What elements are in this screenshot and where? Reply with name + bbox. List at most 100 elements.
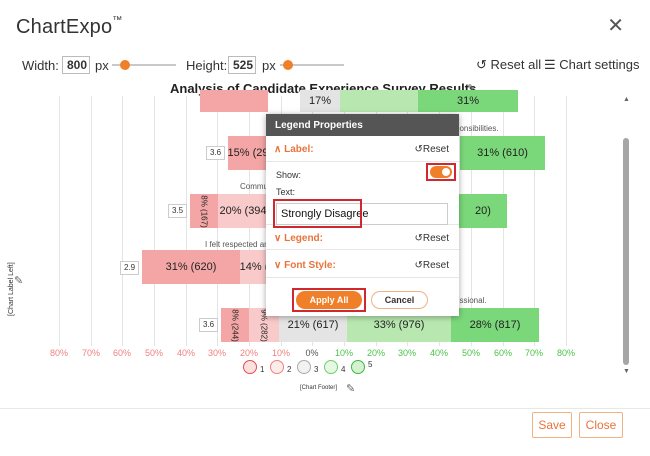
bar-segment[interactable]: 15% (29 [228, 136, 268, 170]
axis-tick-label: 0% [305, 348, 319, 358]
edit-left-label-icon[interactable]: ✎ [14, 275, 24, 287]
axis-tick-label: 40% [176, 348, 196, 358]
bar-segment[interactable]: 17% [300, 90, 340, 112]
save-button[interactable]: Save [532, 412, 572, 438]
question-text: Commu [240, 182, 269, 191]
font-style-section-header[interactable]: ∨ Font Style: ↺Reset [266, 252, 459, 278]
scroll-down-icon[interactable]: ▼ [623, 368, 630, 375]
chevron-up-icon: ∧ [274, 144, 282, 155]
show-label: Show: [276, 170, 302, 180]
score-box: 3.5 [168, 204, 188, 218]
chart-footer[interactable]: [Chart Footer] [300, 385, 338, 391]
axis-tick-label: 10% [334, 348, 354, 358]
refresh-icon: ↺ [414, 260, 423, 271]
bar-segment[interactable]: 20% (394 [218, 194, 268, 228]
width-unit: px [95, 58, 109, 73]
vertical-scrollbar[interactable]: ▲ ▼ [622, 96, 630, 376]
toolbar: Width: 800 px Height: 525 px ↺ Reset all… [0, 52, 650, 78]
axis-tick-label: 50% [461, 348, 481, 358]
label-reset-button[interactable]: ↺Reset [414, 144, 449, 155]
bar-segment[interactable] [340, 90, 418, 112]
bar-segment[interactable]: 14% ( [240, 250, 268, 284]
width-input[interactable]: 800 [62, 56, 90, 74]
axis-tick-label: 80% [49, 348, 69, 358]
bar-segment[interactable]: 28% (817) [451, 308, 539, 342]
width-label: Width: [22, 58, 59, 73]
close-icon[interactable]: ✕ [607, 15, 624, 37]
axis-tick-label: 60% [112, 348, 132, 358]
chevron-down-icon: ∨ [274, 260, 282, 271]
happy-face-icon[interactable] [324, 360, 338, 374]
height-label: Height: [186, 58, 228, 73]
scrollbar-thumb[interactable] [623, 138, 629, 365]
apply-button-highlight [292, 288, 366, 312]
axis-tick-label: 80% [556, 348, 576, 358]
panel-title: Legend Properties [266, 114, 459, 136]
gridline [534, 96, 535, 346]
toggle-highlight [426, 163, 456, 181]
label-section-header[interactable]: ∧ Label: ↺Reset [266, 136, 459, 162]
cancel-button[interactable]: Cancel [371, 291, 428, 309]
edit-title-icon[interactable]: ✎ [467, 83, 477, 95]
legend-number: 2 [287, 365, 292, 374]
legend-number: 5 [368, 360, 373, 369]
bar-segment[interactable]: 31% [418, 90, 518, 112]
show-toggle[interactable] [430, 166, 452, 178]
bar-segment[interactable]: 8% (244) [221, 308, 249, 342]
bar-segment[interactable]: 20) [459, 194, 507, 228]
legend-reset-button[interactable]: ↺Reset [414, 233, 449, 244]
bar-segment[interactable]: 8% (167) [190, 194, 218, 228]
chart-settings-button[interactable]: ☰ Chart settings [544, 57, 639, 73]
bar-segment[interactable]: 31% (620) [142, 250, 240, 284]
neutral-face-icon[interactable] [297, 360, 311, 374]
footer-divider [0, 408, 650, 409]
very-happy-face-icon[interactable] [351, 360, 365, 374]
font-style-reset-button[interactable]: ↺Reset [414, 260, 449, 271]
axis-tick-label: 20% [366, 348, 386, 358]
reset-all-button[interactable]: ↺ Reset all [476, 57, 541, 73]
height-slider-knob[interactable] [283, 60, 293, 70]
sad-face-icon[interactable] [270, 360, 284, 374]
legend-number: 1 [260, 365, 265, 374]
legend-number: 3 [314, 365, 319, 374]
width-slider-knob[interactable] [120, 60, 130, 70]
header: ChartExpo™ ✕ [0, 0, 650, 52]
score-box: 3.6 [206, 146, 226, 160]
bar-segment[interactable] [200, 90, 268, 112]
width-slider[interactable] [112, 60, 176, 70]
chevron-down-icon: ∨ [274, 233, 282, 244]
question-text: I felt respected an [205, 240, 269, 249]
scroll-up-icon[interactable]: ▲ [623, 96, 630, 103]
height-input[interactable]: 525 [228, 56, 256, 74]
gridline [59, 96, 60, 346]
font-style-section-title: ∨ Font Style: [274, 260, 336, 271]
text-input-highlight [273, 199, 362, 228]
refresh-icon: ↺ [414, 233, 423, 244]
legend-number: 4 [341, 365, 346, 374]
text-label: Text: [276, 187, 296, 197]
axis-tick-label: 40% [429, 348, 449, 358]
score-box: 2.9 [120, 261, 140, 275]
label-text-input[interactable]: Strongly Disagree [276, 203, 448, 225]
gridline [154, 96, 155, 346]
gridline [91, 96, 92, 346]
apply-all-button[interactable]: Apply All [296, 291, 362, 309]
chart-settings-label: Chart settings [559, 57, 640, 72]
chart-label-left[interactable]: [Chart Label Left] [8, 262, 15, 316]
edit-footer-icon[interactable]: ✎ [346, 383, 356, 395]
height-unit: px [262, 58, 276, 73]
close-button[interactable]: Close [579, 412, 623, 438]
bar-segment[interactable]: 31% (610) [460, 136, 545, 170]
score-box: 3.6 [199, 318, 219, 332]
question-text: essional. [455, 296, 487, 305]
gridline [186, 96, 187, 346]
axis-tick-label: 70% [524, 348, 544, 358]
very-sad-face-icon[interactable] [243, 360, 257, 374]
axis-tick-label: 60% [493, 348, 513, 358]
reset-all-label: Reset all [490, 57, 542, 72]
axis-tick-label: 50% [144, 348, 164, 358]
axis-tick-label: 30% [397, 348, 417, 358]
legend-section-title: ∨ Legend: [274, 233, 323, 244]
height-slider[interactable] [280, 60, 344, 70]
